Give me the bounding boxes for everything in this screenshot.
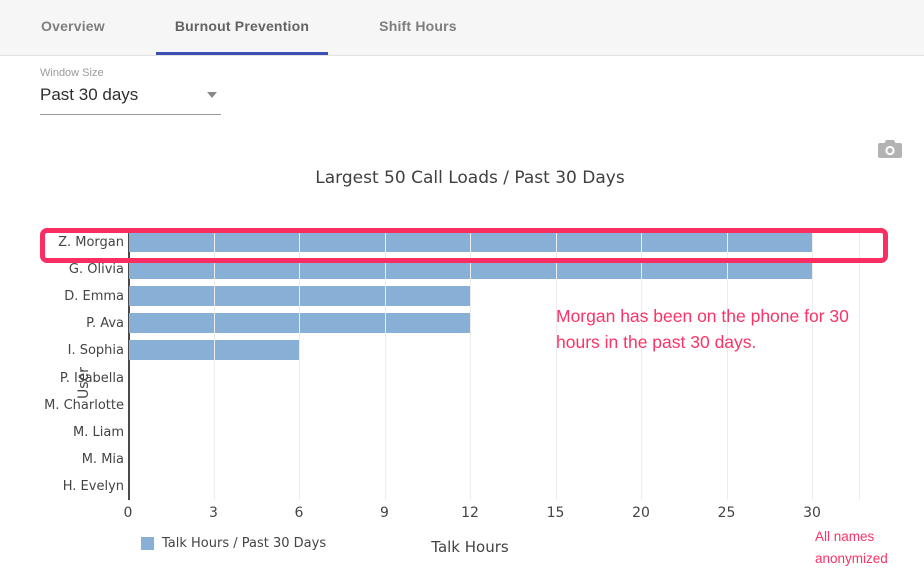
window-size-select[interactable]: Window Size Past 30 days (40, 67, 221, 115)
bar-g-olivia[interactable] (129, 258, 813, 279)
gridline (812, 228, 813, 500)
x-tick-label: 12 (461, 505, 479, 521)
x-tick-label: 6 (294, 505, 304, 521)
x-axis-title: Talk Hours (431, 538, 509, 556)
x-tick-label: 30 (803, 505, 821, 521)
annotation-note-line1: Morgan has been on the phone for 30 (556, 306, 849, 326)
y-label: M. Liam (73, 425, 124, 440)
chart-title: Largest 50 Call Loads / Past 30 Days (315, 168, 625, 188)
legend-label: Talk Hours / Past 30 Days (162, 536, 327, 551)
annotation-note-line2: hours in the past 30 days. (556, 332, 757, 352)
y-label: M. Mia (81, 452, 124, 468)
annotation-note: Morgan has been on the phone for 30 hour… (556, 303, 924, 355)
y-label: M. Charlotte (44, 397, 124, 413)
y-label: P. Ava (86, 316, 124, 332)
bar-i-sophia[interactable] (129, 340, 300, 361)
gridline (470, 228, 471, 500)
tab-bar: Overview Burnout Prevention Shift Hours (0, 0, 924, 56)
window-size-label: Window Size (40, 67, 104, 79)
y-axis-line (128, 228, 130, 500)
x-tick-label: 25 (717, 505, 736, 521)
tab-shift-hours[interactable]: Shift Hours (379, 18, 457, 34)
gridline (213, 228, 215, 500)
legend-swatch (141, 537, 154, 550)
y-label: Z. Morgan (58, 234, 124, 250)
chevron-down-icon[interactable] (207, 92, 217, 98)
annotation-footnote-line2: anonymized (815, 551, 888, 566)
x-tick-label: 20 (632, 505, 650, 521)
tab-overview[interactable]: Overview (41, 18, 105, 34)
y-label: I. Sophia (67, 343, 124, 359)
gridline (555, 228, 557, 500)
legend: Talk Hours / Past 30 Days (141, 536, 326, 551)
plot-area (128, 228, 860, 500)
x-tick-label: 0 (123, 505, 133, 521)
bar-p-ava[interactable] (129, 313, 471, 334)
gridline (641, 228, 642, 500)
plot-right-border (859, 228, 860, 500)
gridline (726, 228, 728, 500)
x-tick-label: 9 (380, 505, 389, 521)
camera-icon[interactable] (877, 138, 903, 160)
bar-d-emma[interactable] (129, 286, 471, 306)
y-axis-title: User (76, 367, 92, 399)
y-label: G. Olivia (68, 261, 124, 277)
window-size-value[interactable]: Past 30 days (40, 85, 139, 104)
gridline (384, 228, 386, 500)
y-label: P. Isabella (59, 370, 124, 386)
tab-burnout-prevention[interactable]: Burnout Prevention (155, 0, 329, 55)
bar-z-morgan[interactable] (129, 231, 813, 252)
y-label: H. Evelyn (62, 479, 124, 495)
annotation-footnote: All names anonymized (815, 526, 924, 570)
gridline (299, 228, 300, 500)
annotation-footnote-line1: All names (815, 529, 875, 544)
x-tick-label: 15 (546, 505, 565, 521)
y-label: D. Emma (64, 289, 124, 304)
x-tick-label: 3 (209, 505, 218, 521)
